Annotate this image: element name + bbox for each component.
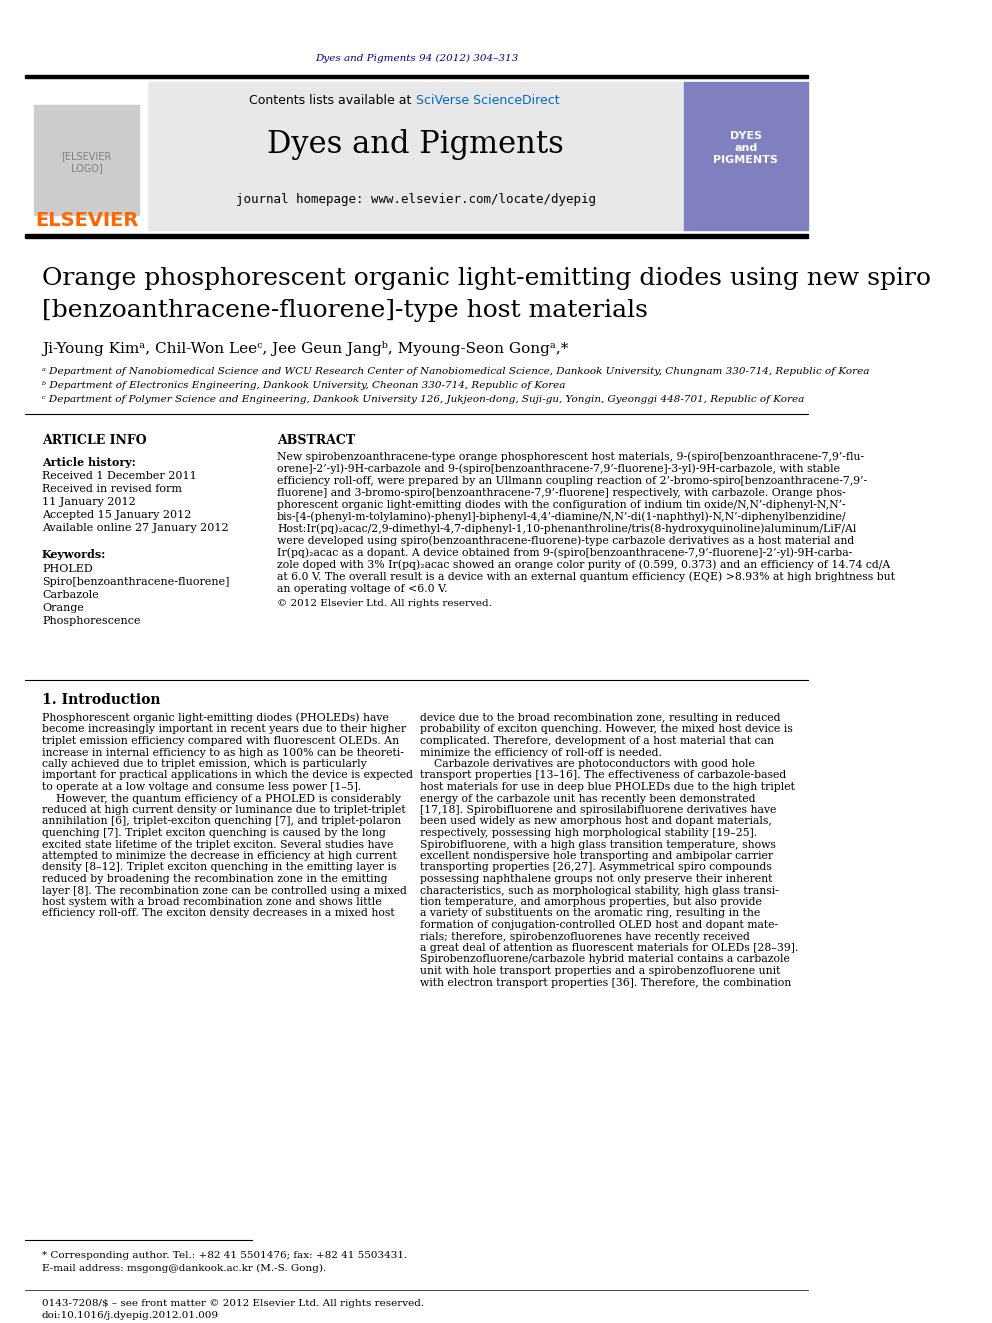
Text: formation of conjugation-controlled OLED host and dopant mate-: formation of conjugation-controlled OLED…	[420, 919, 778, 930]
Text: reduced by broadening the recombination zone in the emitting: reduced by broadening the recombination …	[42, 875, 388, 884]
Text: layer [8]. The recombination zone can be controlled using a mixed: layer [8]. The recombination zone can be…	[42, 885, 407, 896]
Text: attempted to minimize the decrease in efficiency at high current: attempted to minimize the decrease in ef…	[42, 851, 397, 861]
Text: tion temperature, and amorphous properties, but also provide: tion temperature, and amorphous properti…	[420, 897, 762, 908]
Bar	[25, 82, 147, 230]
Text: orene]-2’-yl)-9H-carbazole and 9-(spiro[benzoanthracene-7,9’-fluorene]-3-yl)-9H-: orene]-2’-yl)-9H-carbazole and 9-(spiro[…	[277, 464, 840, 474]
Text: Orange: Orange	[42, 603, 84, 613]
Text: Host:Ir(pq)₂acac/2,9-dimethyl-4,7-diphenyl-1,10-phenanthroline/tris(8-hydroxyqui: Host:Ir(pq)₂acac/2,9-dimethyl-4,7-diphen…	[277, 524, 856, 534]
Text: Spirobenzofluorene/carbazole hybrid material contains a carbazole: Spirobenzofluorene/carbazole hybrid mate…	[420, 954, 790, 964]
Text: an operating voltage of <6.0 V.: an operating voltage of <6.0 V.	[277, 583, 447, 594]
Text: host system with a broad recombination zone and shows little: host system with a broad recombination z…	[42, 897, 382, 908]
Text: journal homepage: www.elsevier.com/locate/dyepig: journal homepage: www.elsevier.com/locat…	[236, 193, 595, 206]
Text: become increasingly important in recent years due to their higher: become increasingly important in recent …	[42, 725, 406, 734]
Text: 0143-7208/$ – see front matter © 2012 Elsevier Ltd. All rights reserved.: 0143-7208/$ – see front matter © 2012 El…	[42, 1298, 425, 1307]
Text: SciVerse ScienceDirect: SciVerse ScienceDirect	[416, 94, 559, 106]
Text: with electron transport properties [36]. Therefore, the combination: with electron transport properties [36].…	[420, 978, 792, 987]
Text: Contents lists available at: Contents lists available at	[249, 94, 416, 106]
Text: Carbazole: Carbazole	[42, 590, 99, 601]
Text: New spirobenzoanthracene-type orange phosphorescent host materials, 9-(spiro[ben: New spirobenzoanthracene-type orange pho…	[277, 451, 864, 462]
Text: [ELSEVIER
LOGO]: [ELSEVIER LOGO]	[62, 151, 112, 173]
Text: Orange phosphorescent organic light-emitting diodes using new spiro: Orange phosphorescent organic light-emit…	[42, 266, 930, 290]
Text: transporting properties [26,27]. Asymmetrical spiro compounds: transporting properties [26,27]. Asymmet…	[420, 863, 772, 872]
Text: Phosphorescent organic light-emitting diodes (PHOLEDs) have: Phosphorescent organic light-emitting di…	[42, 713, 389, 724]
Text: fluorene] and 3-bromo-spiro[benzoanthracene-7,9’-fluorene] respectively, with ca: fluorene] and 3-bromo-spiro[benzoanthrac…	[277, 488, 846, 497]
Text: [benzoanthracene-fluorene]-type host materials: [benzoanthracene-fluorene]-type host mat…	[42, 299, 648, 321]
Text: been used widely as new amorphous host and dopant materials,: been used widely as new amorphous host a…	[420, 816, 772, 827]
Text: ELSEVIER: ELSEVIER	[35, 210, 138, 229]
Text: probability of exciton quenching. However, the mixed host device is: probability of exciton quenching. Howeve…	[420, 725, 793, 734]
Text: minimize the efficiency of roll-off is needed.: minimize the efficiency of roll-off is n…	[420, 747, 662, 758]
Text: © 2012 Elsevier Ltd. All rights reserved.: © 2012 Elsevier Ltd. All rights reserved…	[277, 598, 492, 607]
Text: Keywords:: Keywords:	[42, 549, 106, 561]
Text: doi:10.1016/j.dyepig.2012.01.009: doi:10.1016/j.dyepig.2012.01.009	[42, 1311, 219, 1319]
Text: a great deal of attention as fluorescent materials for OLEDs [28–39].: a great deal of attention as fluorescent…	[420, 943, 799, 953]
Text: Ji-Young Kimᵃ, Chil-Won Leeᶜ, Jee Geun Jangᵇ, Myoung-Seon Gongᵃ,*: Ji-Young Kimᵃ, Chil-Won Leeᶜ, Jee Geun J…	[42, 340, 568, 356]
Text: annihilation [6], triplet-exciton quenching [7], and triplet-polaron: annihilation [6], triplet-exciton quench…	[42, 816, 401, 827]
Text: cally achieved due to triplet emission, which is particularly: cally achieved due to triplet emission, …	[42, 759, 367, 769]
Text: excited state lifetime of the triplet exciton. Several studies have: excited state lifetime of the triplet ex…	[42, 840, 394, 849]
Text: Dyes and Pigments: Dyes and Pigments	[267, 130, 564, 160]
Text: ARTICLE INFO: ARTICLE INFO	[42, 434, 147, 446]
Bar	[684, 82, 807, 230]
Text: ᶜ Department of Polymer Science and Engineering, Dankook University 126, Jukjeon: ᶜ Department of Polymer Science and Engi…	[42, 394, 805, 404]
Text: Received in revised form: Received in revised form	[42, 484, 182, 493]
Text: quenching [7]. Triplet exciton quenching is caused by the long: quenching [7]. Triplet exciton quenching…	[42, 828, 386, 837]
Text: were developed using spiro(benzoanthracene-fluorene)-type carbazole derivatives : were developed using spiro(benzoanthrace…	[277, 536, 854, 546]
Text: zole doped with 3% Ir(pq)₂acac showed an orange color purity of (0.599, 0.373) a: zole doped with 3% Ir(pq)₂acac showed an…	[277, 560, 891, 570]
Text: However, the quantum efficiency of a PHOLED is considerably: However, the quantum efficiency of a PHO…	[42, 794, 401, 803]
Text: ABSTRACT: ABSTRACT	[277, 434, 355, 446]
Text: phorescent organic light-emitting diodes with the configuration of indium tin ox: phorescent organic light-emitting diodes…	[277, 500, 846, 509]
Text: ᵃ Department of Nanobiomedical Science and WCU Research Center of Nanobiomedical: ᵃ Department of Nanobiomedical Science a…	[42, 368, 869, 377]
Text: Spiro[benzoanthracene-fluorene]: Spiro[benzoanthracene-fluorene]	[42, 577, 229, 587]
Bar	[25, 75, 807, 78]
Text: Available online 27 January 2012: Available online 27 January 2012	[42, 523, 228, 533]
Text: triplet emission efficiency compared with fluorescent OLEDs. An: triplet emission efficiency compared wit…	[42, 736, 399, 746]
Text: efficiency roll-off. The exciton density decreases in a mixed host: efficiency roll-off. The exciton density…	[42, 909, 395, 918]
Text: Article history:: Article history:	[42, 456, 136, 467]
Text: ᵇ Department of Electronics Engineering, Dankook University, Cheonan 330-714, Re: ᵇ Department of Electronics Engineering,…	[42, 381, 565, 390]
Text: Spirobifluorene, with a high glass transition temperature, shows: Spirobifluorene, with a high glass trans…	[420, 840, 776, 849]
Text: at 6.0 V. The overall result is a device with an external quantum efficiency (EQ: at 6.0 V. The overall result is a device…	[277, 572, 895, 582]
Text: PHOLED: PHOLED	[42, 564, 92, 574]
Bar	[34, 105, 139, 216]
Text: [17,18]. Spirobifluorene and spirosilabifluorene derivatives have: [17,18]. Spirobifluorene and spirosilabi…	[420, 804, 777, 815]
Text: 1. Introduction: 1. Introduction	[42, 693, 161, 706]
Text: transport properties [13–16]. The effectiveness of carbazole-based: transport properties [13–16]. The effect…	[420, 770, 786, 781]
Text: E-mail address: msgong@dankook.ac.kr (M.-S. Gong).: E-mail address: msgong@dankook.ac.kr (M.…	[42, 1263, 326, 1273]
Text: bis-[4-(phenyl-m-tolylamino)-phenyl]-biphenyl-4,4’-diamine/N,N’-di(1-naphthyl)-N: bis-[4-(phenyl-m-tolylamino)-phenyl]-bip…	[277, 512, 846, 523]
Text: complicated. Therefore, development of a host material that can: complicated. Therefore, development of a…	[420, 736, 774, 746]
Text: energy of the carbazole unit has recently been demonstrated: energy of the carbazole unit has recentl…	[420, 794, 755, 803]
Text: Received 1 December 2011: Received 1 December 2011	[42, 471, 196, 482]
Text: Ir(pq)₂acac as a dopant. A device obtained from 9-(spiro[benzoanthracene-7,9’-fl: Ir(pq)₂acac as a dopant. A device obtain…	[277, 548, 852, 558]
Text: to operate at a low voltage and consume less power [1–5].: to operate at a low voltage and consume …	[42, 782, 361, 792]
Text: a variety of substituents on the aromatic ring, resulting in the: a variety of substituents on the aromati…	[420, 909, 760, 918]
Text: Phosphorescence: Phosphorescence	[42, 617, 141, 626]
Text: 11 January 2012: 11 January 2012	[42, 497, 136, 507]
Bar	[25, 234, 807, 238]
Text: unit with hole transport properties and a spirobenzofluorene unit: unit with hole transport properties and …	[420, 966, 781, 976]
Text: Carbazole derivatives are photoconductors with good hole: Carbazole derivatives are photoconductor…	[420, 759, 755, 769]
Text: host materials for use in deep blue PHOLEDs due to the high triplet: host materials for use in deep blue PHOL…	[420, 782, 795, 792]
Text: * Corresponding author. Tel.: +82 41 5501476; fax: +82 41 5503431.: * Corresponding author. Tel.: +82 41 550…	[42, 1250, 408, 1259]
Text: device due to the broad recombination zone, resulting in reduced: device due to the broad recombination zo…	[420, 713, 781, 722]
Text: rials; therefore, spirobenzofluorenes have recently received: rials; therefore, spirobenzofluorenes ha…	[420, 931, 750, 942]
Text: reduced at high current density or luminance due to triplet-triplet: reduced at high current density or lumin…	[42, 804, 406, 815]
Text: characteristics, such as morphological stability, high glass transi-: characteristics, such as morphological s…	[420, 885, 779, 896]
Bar	[147, 82, 684, 230]
Text: increase in internal efficiency to as high as 100% can be theoreti-: increase in internal efficiency to as hi…	[42, 747, 404, 758]
Text: density [8–12]. Triplet exciton quenching in the emitting layer is: density [8–12]. Triplet exciton quenchin…	[42, 863, 397, 872]
Text: respectively, possessing high morphological stability [19–25].: respectively, possessing high morphologi…	[420, 828, 757, 837]
Text: DYES
and
PIGMENTS: DYES and PIGMENTS	[713, 131, 778, 164]
Text: Dyes and Pigments 94 (2012) 304–313: Dyes and Pigments 94 (2012) 304–313	[314, 53, 518, 62]
Text: Accepted 15 January 2012: Accepted 15 January 2012	[42, 509, 191, 520]
Text: efficiency roll-off, were prepared by an Ullmann coupling reaction of 2’-bromo-s: efficiency roll-off, were prepared by an…	[277, 476, 867, 486]
Text: excellent nondispersive hole transporting and ambipolar carrier: excellent nondispersive hole transportin…	[420, 851, 773, 861]
Text: possessing naphthalene groups not only preserve their inherent: possessing naphthalene groups not only p…	[420, 875, 772, 884]
Text: important for practical applications in which the device is expected: important for practical applications in …	[42, 770, 413, 781]
